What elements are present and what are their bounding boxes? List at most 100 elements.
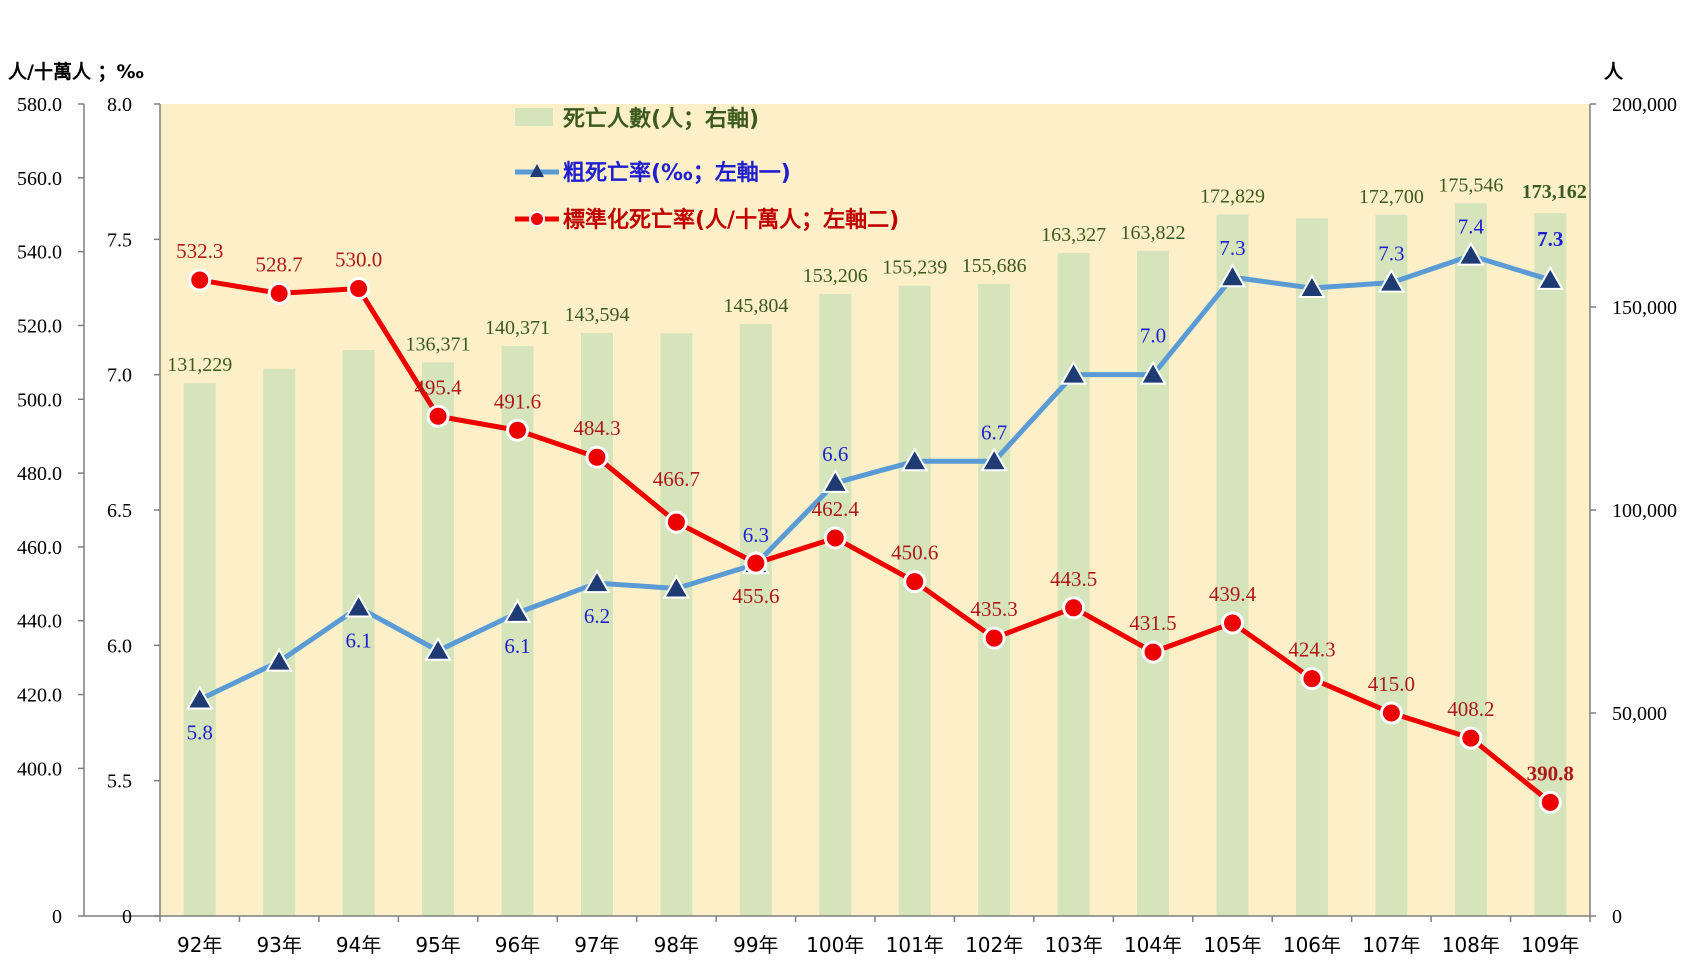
crude-rate-marker [583, 569, 611, 594]
left2-tick-label: 520.0 [17, 315, 62, 337]
left1-tick-label: 7.0 [107, 365, 132, 387]
crude-rate-marker [1457, 241, 1485, 266]
x-tick-label: 95年 [415, 933, 460, 957]
bar-108年 [1454, 203, 1487, 917]
standardized-rate-marker [664, 510, 688, 534]
bar-106年 [1295, 218, 1328, 917]
x-tick-label: 108年 [1442, 933, 1500, 957]
standardized-rate-label: 390.8 [1527, 761, 1574, 785]
x-tick-label: 107年 [1362, 933, 1420, 957]
bar-105年 [1216, 214, 1249, 916]
bar-value-label: 163,327 [1041, 224, 1106, 246]
legend-label-bar: 死亡人數(人；右軸) [563, 106, 759, 132]
crude-rate-label: 6.3 [743, 523, 769, 547]
crude-rate-label: 7.0 [1140, 324, 1166, 348]
standardized-rate-marker [1062, 596, 1086, 620]
standardized-rate-marker [426, 404, 450, 428]
crude-rate-marker [424, 636, 452, 661]
standardized-rate-label: 532.3 [176, 239, 223, 263]
legend-label-std: 標準化死亡率(人/十萬人；左軸二) [563, 207, 899, 233]
standardized-rate-marker [1300, 667, 1324, 691]
x-tick-label: 98年 [654, 933, 699, 957]
axes: 0 400.0 420.0 440.0 460.0 480.0 500.0 520.0 540.… [17, 94, 1677, 957]
standardized-rate-label: 462.4 [812, 497, 860, 521]
left1-tick-label: 6.0 [107, 635, 132, 657]
bar-101年 [898, 285, 931, 917]
left1-tick-label: 6.5 [107, 500, 132, 522]
left2-tick-label: 500.0 [17, 389, 62, 411]
x-tick-label: 103年 [1045, 933, 1103, 957]
standardized-rate-marker [585, 445, 609, 469]
standardized-rate-label: 491.6 [494, 389, 541, 413]
bar-value-label: 163,822 [1121, 222, 1186, 244]
left2-tick-label: 540.0 [17, 242, 62, 264]
bar-value-label: 173,162 [1522, 181, 1587, 203]
right-axis-unit: 人 [1604, 61, 1624, 83]
x-tick-label: 109年 [1521, 933, 1579, 957]
standardized-rate-label: 530.0 [335, 248, 382, 272]
crude-rate-marker [1059, 360, 1088, 385]
standardized-rate-label: 450.6 [891, 541, 938, 565]
standardized-rate-line [199, 277, 1552, 805]
crude-rate-marker [344, 593, 373, 618]
data-labels: 131,229 136,371 140,371 143,594 145,804 153,2… [167, 174, 1587, 785]
bar-100年 [819, 293, 852, 916]
x-tick-label: 93年 [256, 933, 301, 957]
standardized-rate-label: 435.3 [971, 597, 1018, 621]
bar-value-label: 143,594 [564, 304, 629, 326]
bar-102年 [978, 283, 1011, 917]
crude-rate-label: 6.2 [584, 604, 610, 628]
standardized-rate-marker [823, 526, 847, 550]
standardized-rate-label: 408.2 [1447, 697, 1494, 721]
left2-tick-label: 420.0 [17, 685, 62, 707]
left2-tick-label: 400.0 [17, 758, 62, 780]
plot-area [160, 104, 1590, 916]
crude-rate-marker [900, 447, 929, 472]
bar-value-label: 140,371 [485, 317, 550, 339]
bar-value-label: 155,239 [882, 257, 947, 279]
standardized-rate-marker [267, 281, 291, 305]
standardized-rate-marker [1459, 726, 1483, 750]
x-tick-label: 106年 [1283, 933, 1341, 957]
standardized-rate-label: 415.0 [1368, 672, 1415, 696]
right-tick-label: 150,000 [1612, 297, 1677, 319]
crude-rate-marker [821, 468, 850, 493]
standardized-rate-label: 431.5 [1129, 611, 1176, 635]
left2-tick-label: 0 [52, 906, 62, 928]
crude-rate-label: 7.4 [1458, 215, 1485, 239]
standardized-rate-label: 484.3 [573, 416, 620, 440]
crude-rate-label: 5.8 [187, 720, 213, 744]
bar-98年 [660, 333, 693, 916]
legend-swatch-crude-marker [530, 164, 544, 177]
crude-rate-label: 6.1 [504, 634, 530, 658]
crude-rate-marker [503, 598, 532, 623]
crude-rate-label: 7.3 [1378, 242, 1404, 266]
crude-rate-marker [1536, 265, 1565, 290]
x-tick-label: 102年 [965, 933, 1023, 957]
left2-tick-label: 580.0 [17, 94, 62, 116]
standardized-rate-label: 466.7 [653, 467, 700, 491]
right-tick-label: 50,000 [1612, 703, 1667, 725]
x-tick-label: 97年 [574, 933, 619, 957]
standardized-rate-marker [982, 626, 1006, 650]
x-tick-label: 101年 [886, 933, 944, 957]
bar-value-label: 175,546 [1438, 174, 1503, 196]
left1-tick-label: 7.5 [107, 229, 132, 251]
bar-93年 [263, 368, 296, 916]
x-tick-label: 105年 [1203, 933, 1261, 957]
bar-value-label: 145,804 [723, 295, 788, 317]
standardized-rate-label: 495.4 [414, 375, 462, 399]
standardized-rate-marker [1221, 611, 1244, 635]
line-series [185, 241, 1565, 814]
left2-tick-label: 560.0 [17, 168, 62, 190]
standardized-rate-marker [903, 570, 927, 594]
standardized-rate-label: 439.4 [1209, 582, 1257, 606]
right-tick-label: 100,000 [1612, 500, 1677, 522]
bar-value-label: 136,371 [406, 333, 471, 355]
bar-value-label: 155,686 [962, 255, 1027, 277]
standardized-rate-marker [347, 277, 371, 301]
left1-tick-label: 5.5 [107, 771, 132, 793]
left2-tick-label: 440.0 [17, 611, 62, 633]
x-tick-label: 100年 [806, 933, 864, 957]
x-tick-label: 94年 [336, 933, 381, 957]
